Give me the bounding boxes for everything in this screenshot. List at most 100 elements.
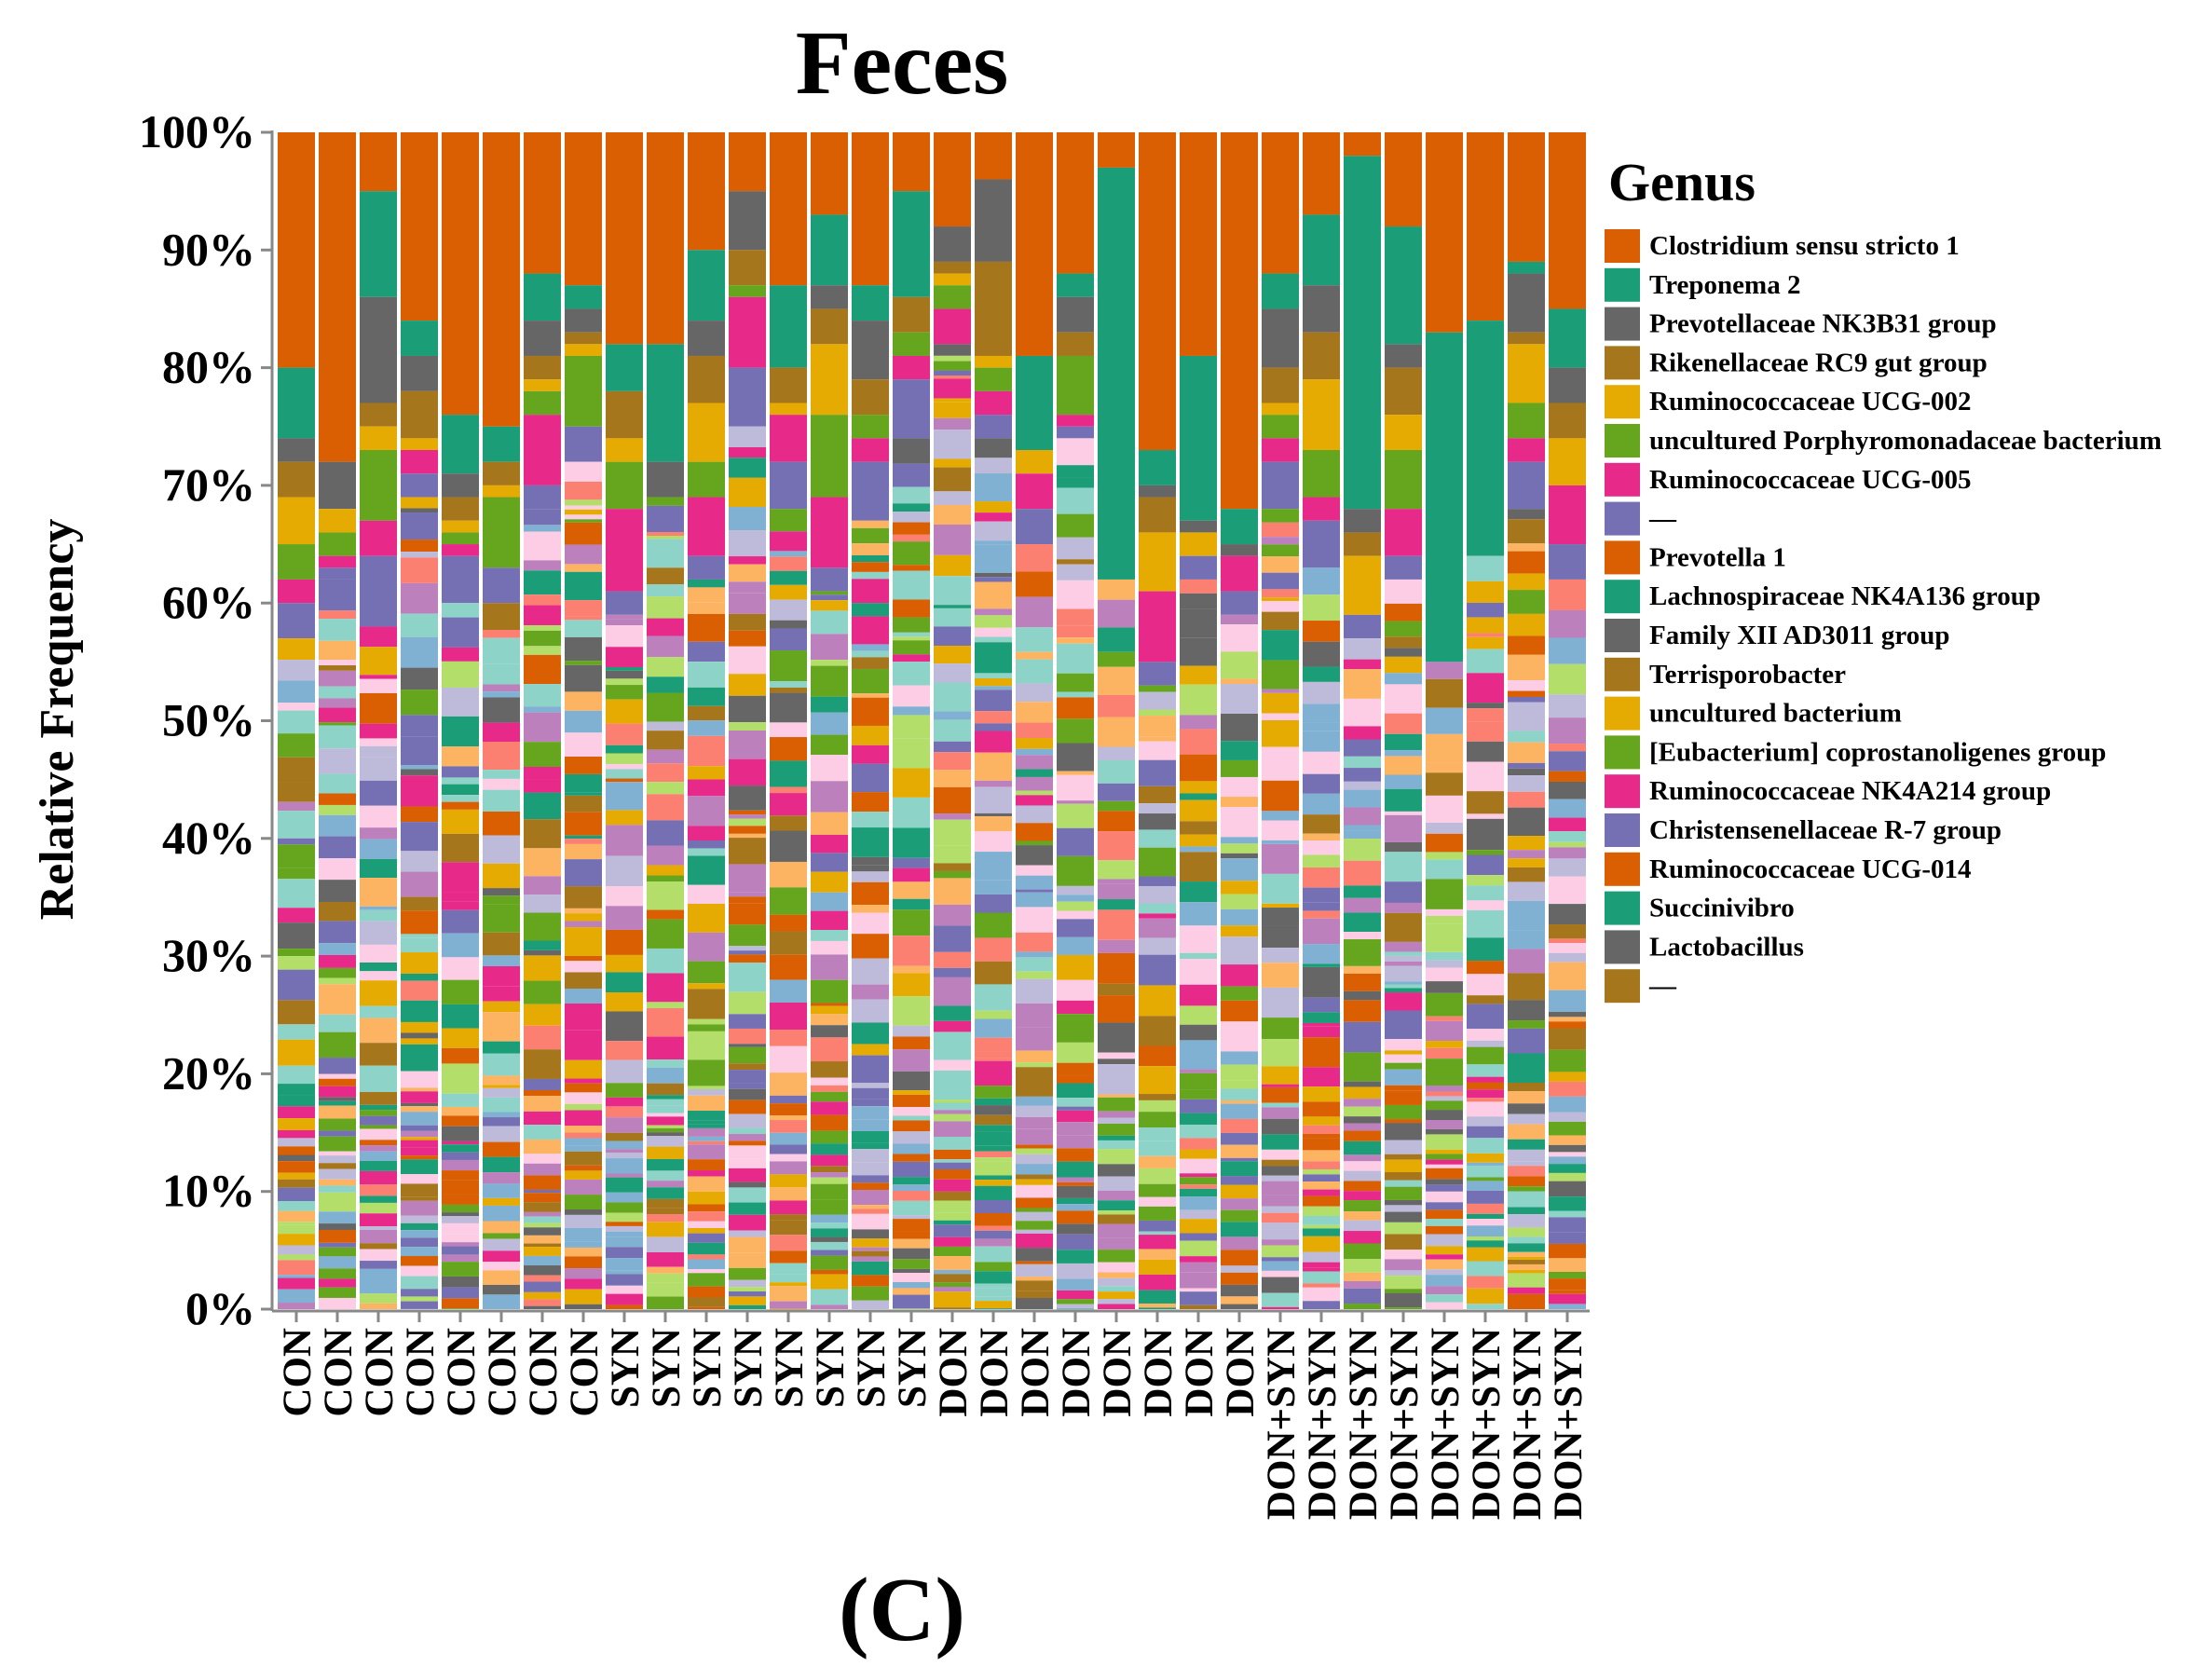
bar-minor-segment [565, 839, 602, 844]
bar-minor-segment [934, 770, 971, 787]
bar-minor-segment [606, 1232, 643, 1237]
bar-minor-segment [524, 895, 561, 913]
bar-minor-segment [975, 984, 1012, 1011]
bar-minor-segment [893, 565, 930, 571]
bar-minor-segment [1344, 638, 1381, 660]
bar-minor-segment [1426, 1020, 1463, 1042]
bar-minor-segment [688, 903, 725, 933]
bar-segment-6-sample-6 [483, 497, 520, 568]
bar-minor-segment [1549, 1144, 1586, 1153]
bar-minor-segment [1344, 1288, 1381, 1304]
bar-minor-segment [852, 792, 889, 813]
bar-minor-segment [1139, 829, 1176, 848]
bar-minor-segment [1508, 635, 1545, 655]
legend-swatch [1605, 774, 1640, 809]
bar-segment-7-sample-20 [1057, 415, 1094, 427]
bar-minor-segment [770, 1144, 807, 1154]
bar-minor-segment [1549, 990, 1586, 1012]
bar-minor-segment [1098, 983, 1135, 996]
bar-minor-segment [1549, 663, 1586, 695]
legend-swatch [1605, 696, 1640, 731]
bar-minor-segment [1180, 1124, 1217, 1139]
bar-segment-7-sample-24 [1221, 555, 1258, 592]
bar-minor-segment [1221, 1250, 1258, 1266]
bar-minor-segment [934, 1274, 971, 1283]
bar-segment-8-sample-5 [442, 555, 479, 604]
bar-segment-4-sample-27 [1344, 532, 1381, 556]
bar-minor-segment [442, 1106, 479, 1116]
bar-minor-segment [1180, 729, 1217, 755]
bar-minor-segment [401, 980, 438, 1001]
bar-minor-segment [811, 812, 848, 835]
bar-segment-1-sample-9 [606, 132, 643, 345]
bar-minor-segment [1344, 1052, 1381, 1082]
bar-minor-segment [729, 1140, 766, 1146]
bar-segment-3-sample-20 [1057, 296, 1094, 333]
bar-minor-segment [442, 1144, 479, 1153]
bar-segment-3-sample-17 [934, 226, 971, 262]
bar-minor-segment [524, 594, 561, 606]
bar-minor-segment [483, 1294, 520, 1309]
bar-minor-segment [1221, 1000, 1258, 1022]
bar-minor-segment [1385, 1010, 1422, 1040]
bar-minor-segment [975, 1018, 1012, 1038]
bar-minor-segment [934, 605, 971, 608]
bar-minor-segment [401, 1091, 438, 1103]
bar-minor-segment [688, 961, 725, 984]
bar-minor-segment [1385, 1186, 1422, 1200]
bar-minor-segment [934, 467, 971, 492]
bar-segment-1-sample-11 [688, 132, 725, 251]
bar-minor-segment [360, 1043, 397, 1066]
bar-minor-segment [1426, 1128, 1463, 1135]
bar-minor-segment [1098, 1223, 1135, 1238]
bar-minor-segment [1344, 1161, 1381, 1171]
bar-minor-segment [852, 763, 889, 793]
bar-segment-5-sample-18 [975, 355, 1012, 368]
bar-minor-segment [647, 1125, 684, 1128]
bar-minor-segment [893, 662, 930, 686]
bar-minor-segment [1180, 952, 1217, 960]
bar-minor-segment [811, 892, 848, 911]
bar-minor-segment [647, 1059, 684, 1068]
bar-minor-segment [688, 1233, 725, 1243]
bar-minor-segment [852, 905, 889, 913]
bar-minor-segment [647, 1083, 684, 1096]
bar-minor-segment [852, 1213, 889, 1230]
bar-minor-segment [1098, 909, 1135, 940]
bar-minor-segment [975, 1086, 1012, 1099]
bar-minor-segment [565, 961, 602, 973]
bar-minor-segment [483, 1284, 520, 1295]
bar-minor-segment [811, 853, 848, 872]
bar-minor-segment [852, 1044, 889, 1056]
bar-minor-segment [688, 687, 725, 706]
bar-minor-segment [524, 1089, 561, 1097]
bar-minor-segment [1303, 1206, 1340, 1216]
bar-segment-5-sample-19 [1016, 450, 1053, 474]
bar-minor-segment [1016, 702, 1053, 723]
bar-minor-segment [893, 1049, 930, 1072]
bar-minor-segment [893, 973, 930, 997]
y-axis-label: Relative Frequency [31, 519, 84, 921]
bar-minor-segment [1098, 694, 1135, 717]
bar-segment-4-sample-32 [1549, 403, 1586, 439]
bar-minor-segment [770, 1030, 807, 1046]
bar-minor-segment [1303, 944, 1340, 964]
bar-minor-segment [811, 1037, 848, 1062]
bar-minor-segment [606, 972, 643, 993]
bar-minor-segment [401, 1159, 438, 1175]
bar-minor-segment [319, 1163, 356, 1169]
bar-minor-segment [1385, 811, 1422, 815]
bar-minor-segment [483, 904, 520, 933]
bar-minor-segment [1426, 967, 1463, 982]
bar-minor-segment [483, 663, 520, 685]
bar-minor-segment [442, 1004, 479, 1029]
bar-minor-segment [1426, 1254, 1463, 1260]
bar-minor-segment [524, 848, 561, 877]
bar-minor-segment [1426, 852, 1463, 860]
bar-segment-2-sample-3 [360, 191, 397, 297]
bar-minor-segment [975, 577, 1012, 582]
bar-minor-segment [934, 646, 971, 664]
bar-minor-segment [934, 1100, 971, 1103]
bar-minor-segment [360, 757, 397, 781]
bar-minor-segment [934, 951, 971, 968]
